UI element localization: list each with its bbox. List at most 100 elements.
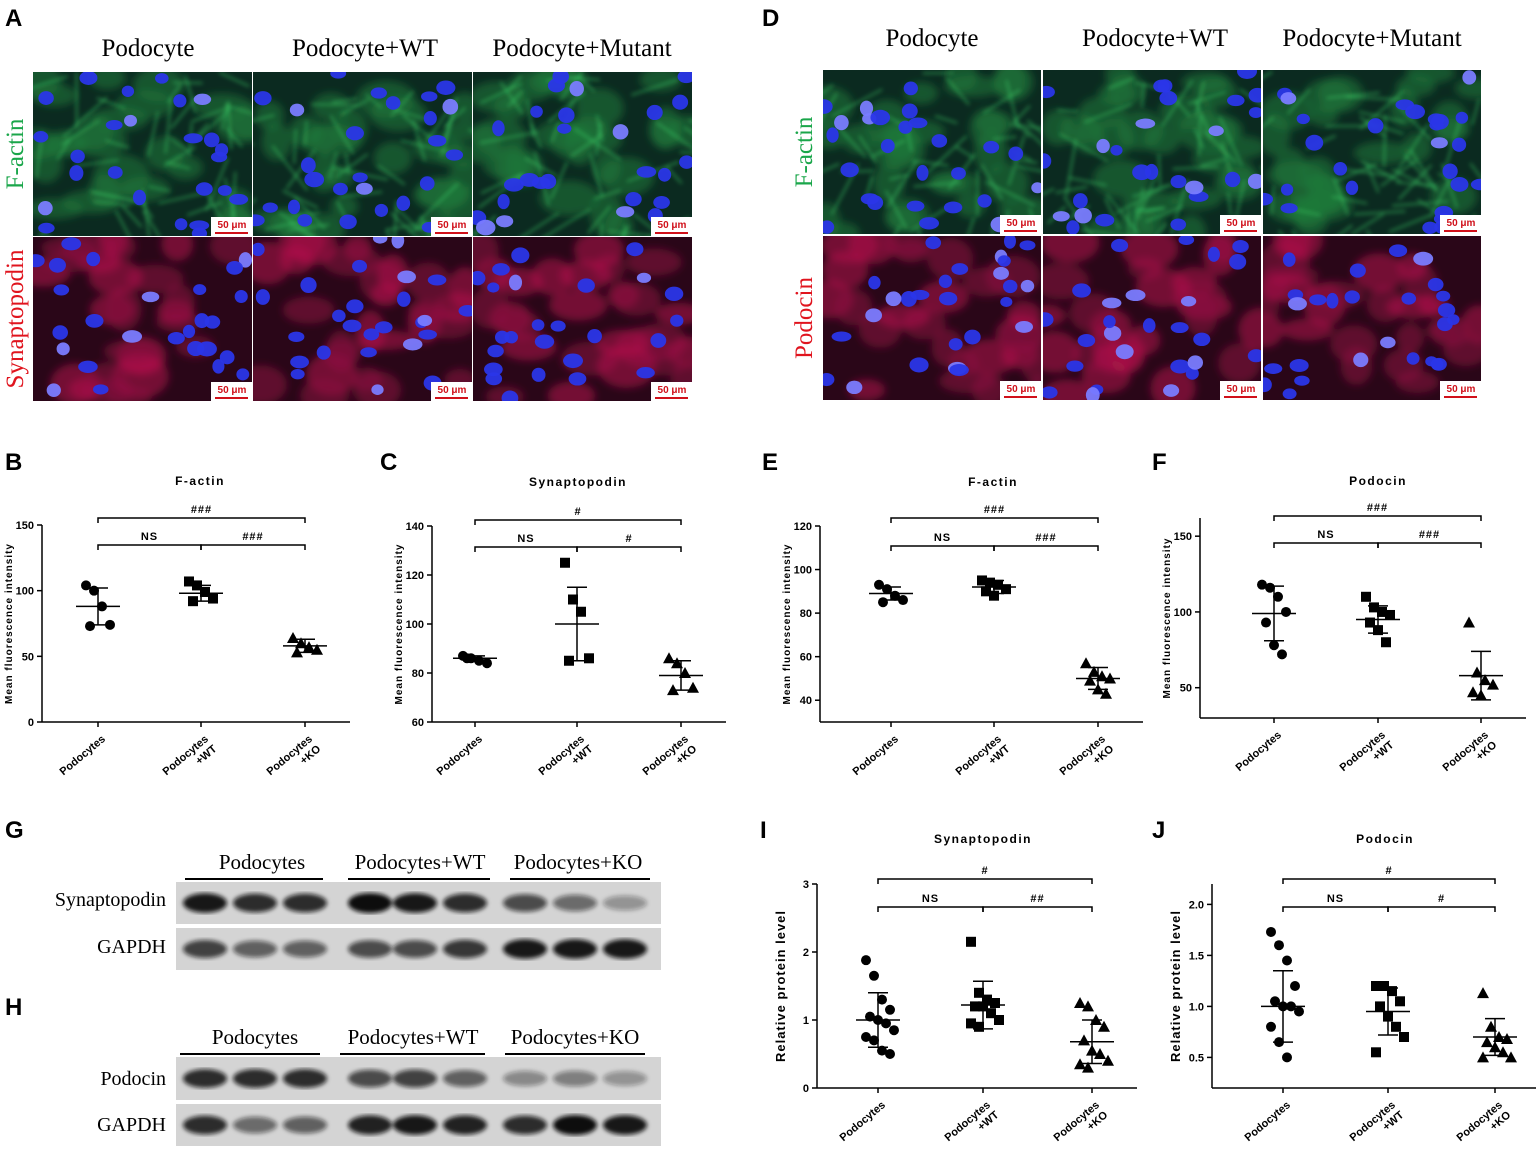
nucleus <box>1248 87 1261 103</box>
fiber <box>225 127 243 148</box>
cell-body <box>1267 161 1325 190</box>
fiber <box>1395 181 1437 187</box>
fiber <box>121 205 143 228</box>
nucleus <box>1405 104 1426 120</box>
fiber <box>1263 71 1273 78</box>
data-point <box>974 987 984 998</box>
fiber <box>1286 88 1311 115</box>
dot-plot: F Podocin Mean fluorescence intensity 50 100… <box>1152 449 1526 774</box>
nucleus <box>503 178 524 192</box>
x-tick-label: Podocytes+WT <box>161 733 220 788</box>
data-point <box>1261 617 1271 628</box>
fiber <box>894 224 902 234</box>
data-point <box>1082 1000 1094 1012</box>
data-point <box>1266 926 1276 937</box>
fiber <box>332 98 358 104</box>
cell-body <box>1263 313 1284 348</box>
fiber <box>1059 133 1109 162</box>
data-point <box>1282 955 1292 966</box>
scale-bar-label: 50 μm <box>438 385 467 396</box>
cell-body <box>971 373 1007 400</box>
nucleus <box>646 104 663 121</box>
fiber <box>1351 213 1385 234</box>
error-bar <box>1082 1019 1102 1065</box>
data-point <box>1379 981 1389 991</box>
fiber <box>1345 96 1402 101</box>
nucleus <box>834 114 849 131</box>
fiber <box>142 210 161 236</box>
data-point <box>865 1011 875 1022</box>
nucleus <box>229 193 249 205</box>
nucleus <box>1437 317 1453 332</box>
x-tick-label: Podocytes+WT <box>537 733 596 788</box>
fiber <box>195 108 231 142</box>
cell-body <box>575 88 624 129</box>
data-point <box>663 652 675 664</box>
fiber <box>889 173 910 181</box>
nucleus <box>330 72 347 79</box>
nucleus <box>402 338 423 351</box>
x-tick-label: Podocytes+KO <box>1455 1099 1514 1154</box>
nucleus <box>423 111 437 126</box>
cell-body <box>103 339 160 364</box>
cell-body <box>1396 323 1425 353</box>
error-bar <box>1273 969 1293 1043</box>
fiber <box>507 89 524 108</box>
cell-body <box>448 161 472 193</box>
cell-body <box>1405 70 1456 84</box>
significance-bracket <box>1387 906 1496 912</box>
micrograph: 50 μm <box>253 72 472 236</box>
cell-body <box>559 260 613 291</box>
nucleus <box>568 372 587 386</box>
nucleus <box>670 314 684 327</box>
fiber <box>1326 91 1380 99</box>
fiber <box>293 129 297 164</box>
cell-body <box>473 287 510 329</box>
nucleus <box>1187 355 1204 370</box>
nucleus <box>339 214 357 230</box>
nucleus <box>1427 277 1444 292</box>
data-point <box>974 1021 984 1032</box>
micrograph: 50 μm <box>473 237 692 401</box>
lane-group-label: Podocytes <box>219 850 305 874</box>
micrograph: 50 μm <box>1043 70 1261 234</box>
nucleus <box>826 127 839 143</box>
data-point <box>1074 997 1086 1008</box>
nucleus <box>92 384 109 395</box>
cell-body <box>309 123 340 154</box>
micrograph: 50 μm <box>823 236 1041 400</box>
nucleus <box>37 200 53 216</box>
micrograph: 50 μm <box>823 70 1041 234</box>
fiber <box>1127 210 1130 234</box>
data-point <box>1078 1034 1090 1046</box>
scale-bar-label: 50 μm <box>658 385 687 396</box>
band <box>503 939 547 959</box>
nucleus <box>1263 192 1274 206</box>
nucleus <box>903 81 918 96</box>
cell-body <box>162 284 195 321</box>
data-point <box>560 557 570 568</box>
fiber <box>550 161 568 200</box>
nucleus <box>219 350 235 365</box>
y-tick-label: 2 <box>803 947 809 959</box>
cell-body <box>282 296 335 324</box>
cell-body <box>834 288 873 326</box>
nucleus <box>61 237 82 251</box>
cell-body <box>823 250 869 289</box>
error-bar <box>984 579 1004 595</box>
cell-body <box>639 72 682 92</box>
cell-body <box>1352 253 1405 292</box>
fiber <box>1137 187 1145 220</box>
fiber <box>570 133 603 158</box>
fibers <box>33 72 252 236</box>
scale-bar-box <box>1440 381 1481 400</box>
nucleus <box>300 277 317 294</box>
dot-plot: E F-actin Mean fluorescence intensity 40 60 8… <box>762 449 1143 778</box>
cell-body <box>119 176 170 202</box>
cell-body <box>76 113 114 150</box>
nucleus <box>909 357 929 373</box>
chart-title: F-actin <box>175 474 225 488</box>
nucleus <box>1074 207 1092 224</box>
nucleus <box>56 342 70 356</box>
